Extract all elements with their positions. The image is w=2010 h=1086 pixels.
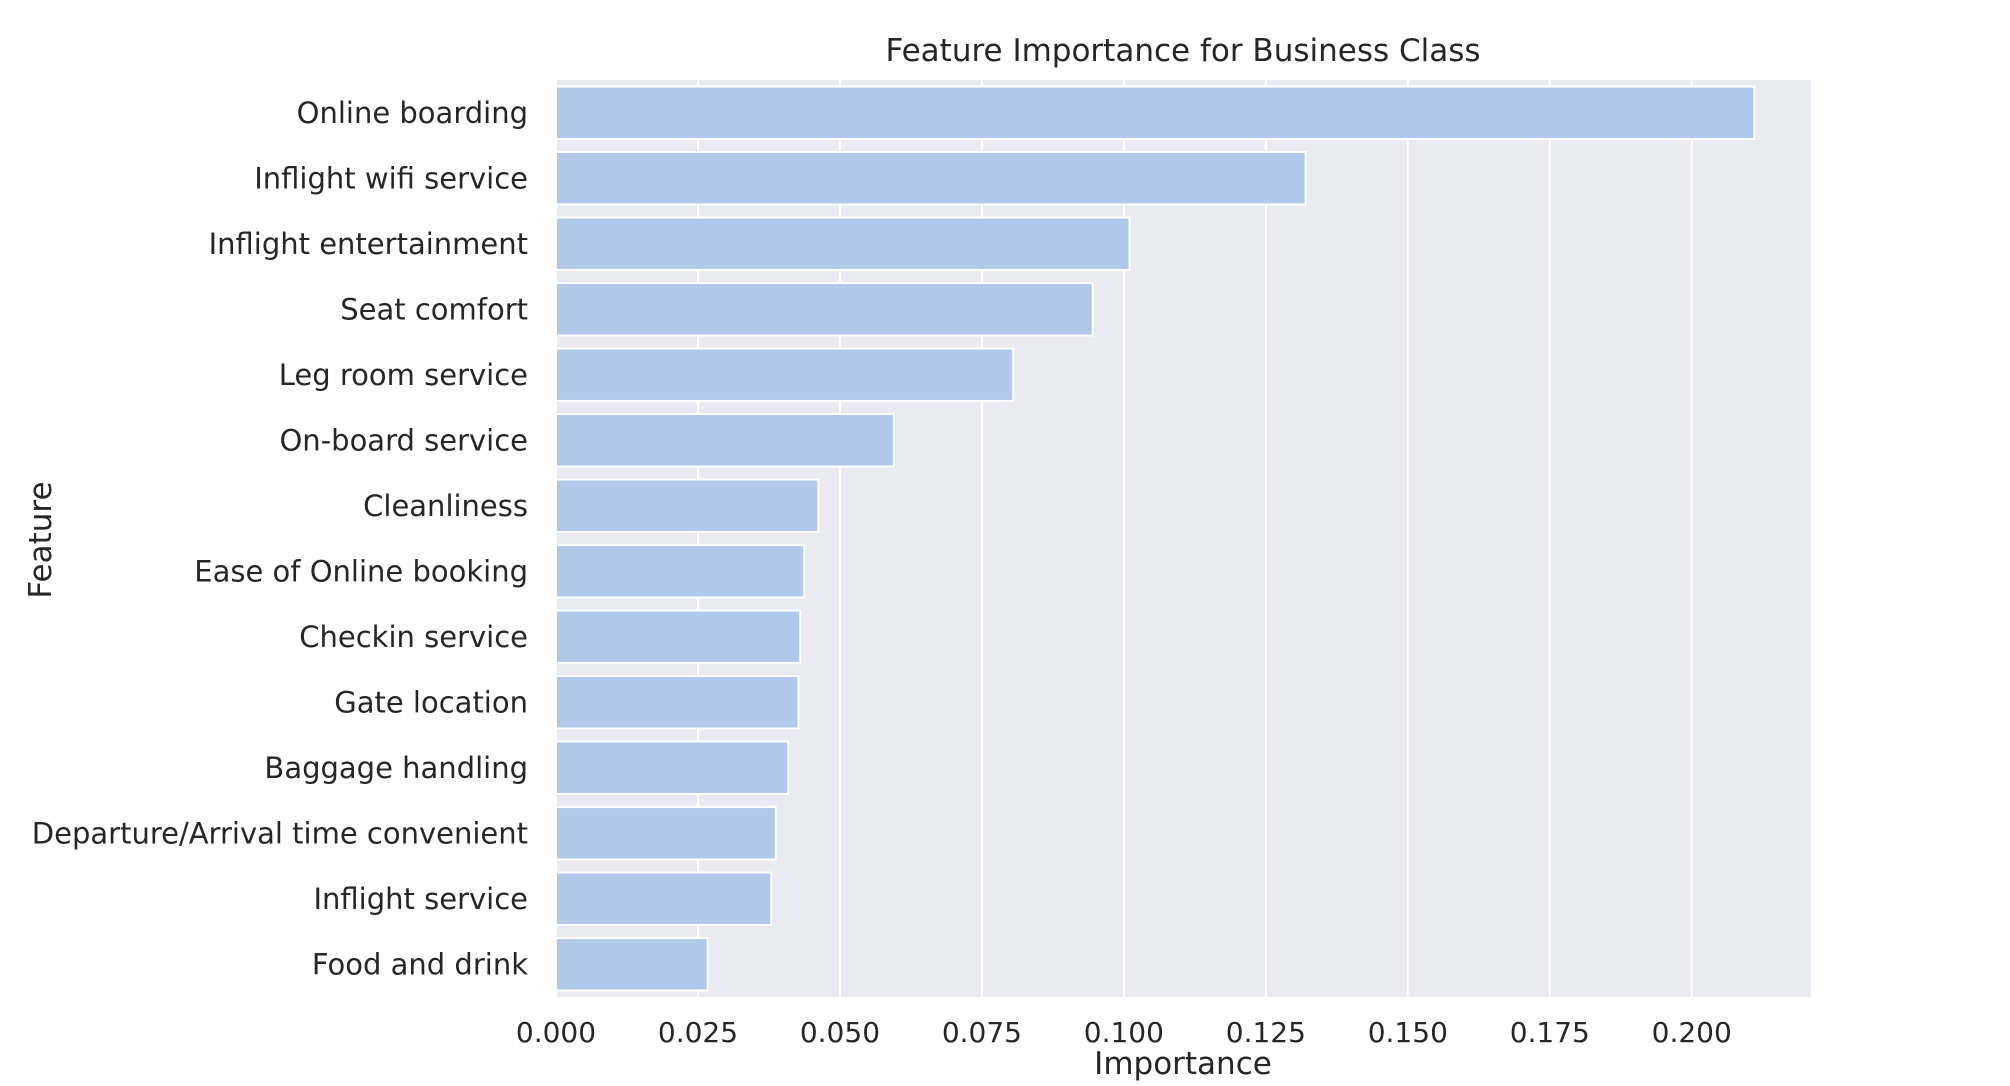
bar xyxy=(555,347,1015,402)
category-label: Food and drink xyxy=(312,947,528,981)
bar xyxy=(555,871,773,926)
x-tick-label: 0.150 xyxy=(1368,1016,1448,1049)
bar xyxy=(555,806,777,861)
category-label: Gate location xyxy=(334,685,528,719)
category-label: Checkin service xyxy=(299,620,528,654)
category-label: Seat comfort xyxy=(340,292,528,326)
bar xyxy=(555,544,806,599)
category-label: Leg room service xyxy=(279,358,528,392)
x-tick-label: 0.075 xyxy=(942,1016,1022,1049)
bar xyxy=(555,413,895,468)
category-label: Inflight entertainment xyxy=(209,227,528,261)
bar xyxy=(555,151,1307,206)
bar xyxy=(555,675,800,730)
x-tick-label: 0.200 xyxy=(1652,1016,1732,1049)
bar xyxy=(555,740,790,795)
category-label: Cleanliness xyxy=(363,489,528,523)
bar xyxy=(555,216,1131,271)
category-label: On-board service xyxy=(279,423,528,457)
bar xyxy=(555,478,820,533)
category-label: Departure/Arrival time convenient xyxy=(32,816,528,850)
category-label: Online boarding xyxy=(297,96,528,130)
x-tick-label: 0.175 xyxy=(1510,1016,1590,1049)
category-label: Ease of Online booking xyxy=(194,554,528,588)
x-axis-label: Importance xyxy=(1094,1046,1272,1082)
x-tick-label: 0.000 xyxy=(516,1016,596,1049)
bar xyxy=(555,282,1094,337)
y-axis-label: Feature xyxy=(23,481,59,598)
x-tick-label: 0.100 xyxy=(1084,1016,1164,1049)
bar xyxy=(555,609,802,664)
category-label: Baggage handling xyxy=(264,751,528,785)
x-tick-label: 0.025 xyxy=(658,1016,738,1049)
bars-group xyxy=(555,85,1756,992)
category-label: Inflight wifi service xyxy=(254,161,528,195)
x-tick-label: 0.125 xyxy=(1226,1016,1306,1049)
category-label: Inflight service xyxy=(313,882,528,916)
bar xyxy=(555,85,1756,140)
y-category-labels: Online boarding Inflight wifi service Infl… xyxy=(32,96,528,982)
chart-title: Feature Importance for Business Class xyxy=(885,33,1480,69)
bar xyxy=(555,937,709,992)
x-tick-label: 0.050 xyxy=(800,1016,880,1049)
x-tick-labels: 0.000 0.025 0.050 0.075 0.100 0.125 0.150 0.175… xyxy=(516,1016,1732,1049)
